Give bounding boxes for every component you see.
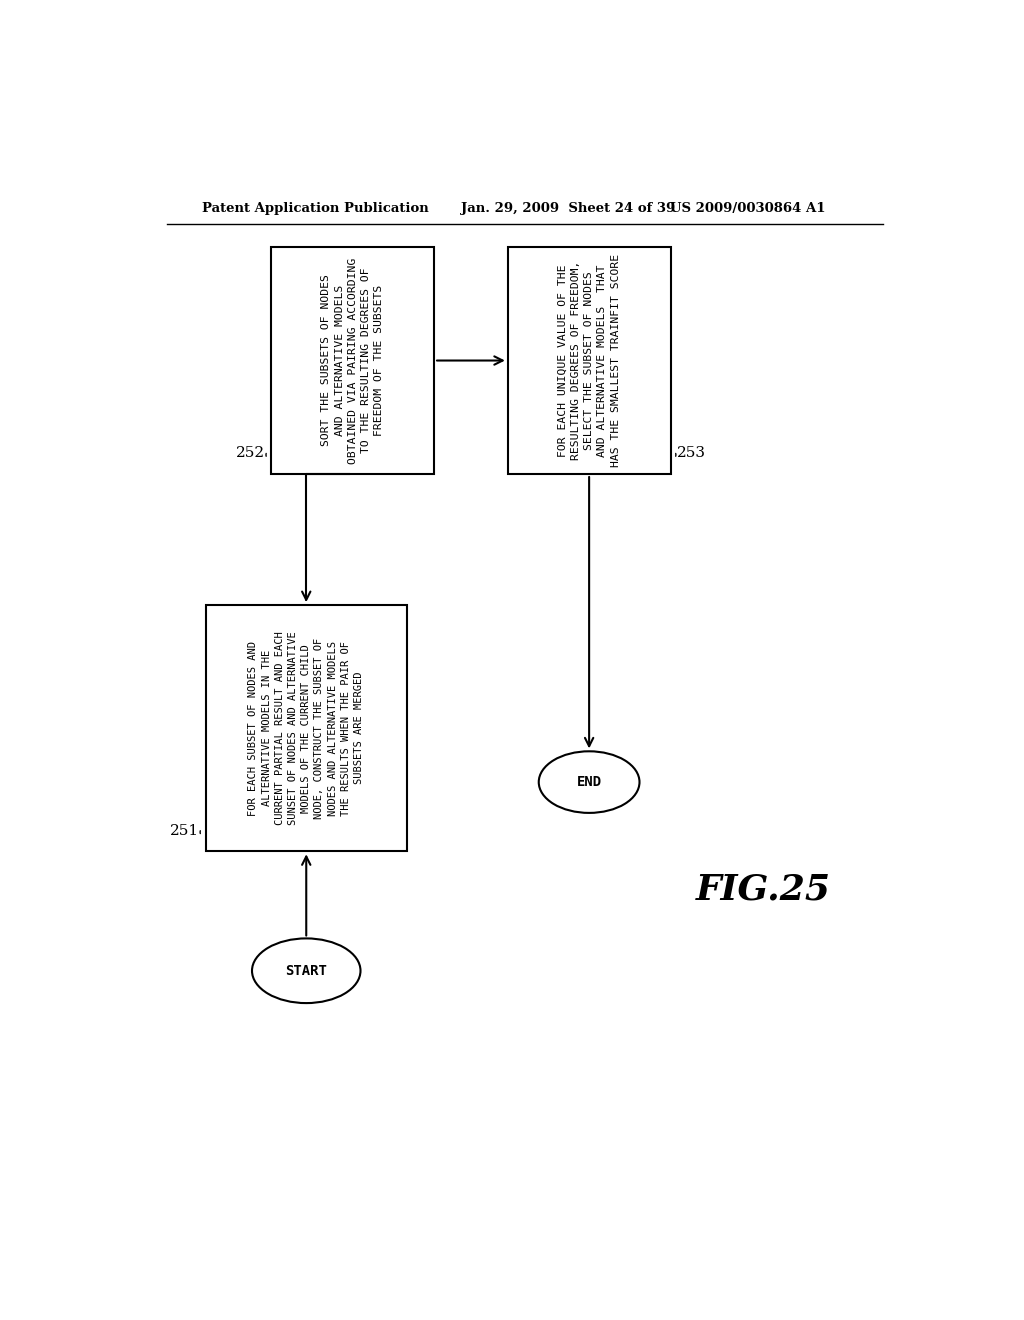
Text: FOR EACH UNIQUE VALUE OF THE
RESULTING DEGREES OF FREEDOM,
SELECT THE SUBSET OF : FOR EACH UNIQUE VALUE OF THE RESULTING D…: [558, 253, 621, 467]
Text: END: END: [577, 775, 602, 789]
Text: FOR EACH SUBSET OF NODES AND
ALTERNATIVE MODELS IN THE
CURRENT PARTIAL RESULT AN: FOR EACH SUBSET OF NODES AND ALTERNATIVE…: [249, 631, 365, 825]
Text: FIG.25: FIG.25: [696, 873, 831, 907]
Text: US 2009/0030864 A1: US 2009/0030864 A1: [671, 202, 826, 215]
Ellipse shape: [539, 751, 640, 813]
Ellipse shape: [252, 939, 360, 1003]
Text: Jan. 29, 2009  Sheet 24 of 39: Jan. 29, 2009 Sheet 24 of 39: [461, 202, 676, 215]
Text: SORT THE SUBSETS OF NODES
AND ALTERNATIVE MODELS
OBTAINED VIA PAIRING ACCORDING
: SORT THE SUBSETS OF NODES AND ALTERNATIV…: [322, 257, 384, 463]
Text: START: START: [286, 964, 328, 978]
Text: 253: 253: [677, 446, 706, 461]
Bar: [206, 605, 407, 851]
Bar: [508, 247, 671, 474]
Text: 251: 251: [170, 824, 200, 838]
Text: Patent Application Publication: Patent Application Publication: [202, 202, 428, 215]
Bar: [271, 247, 434, 474]
Text: 252: 252: [237, 446, 265, 461]
